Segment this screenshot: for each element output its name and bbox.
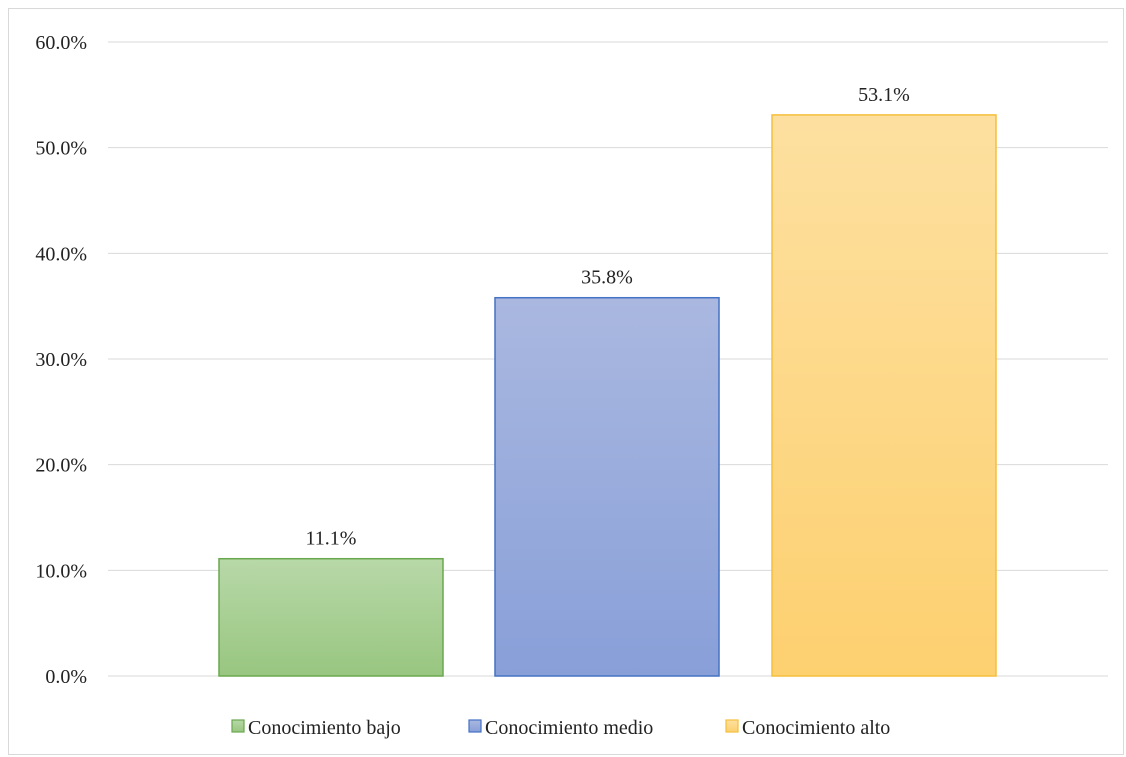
y-tick-label: 20.0%	[35, 455, 87, 477]
legend-label: Conocimiento medio	[485, 717, 653, 739]
legend-label: Conocimiento alto	[742, 717, 890, 739]
y-tick-label: 40.0%	[35, 243, 87, 265]
legend-label: Conocimiento bajo	[248, 717, 401, 739]
data-label: 11.1%	[306, 528, 357, 550]
y-tick-label: 10.0%	[35, 560, 87, 582]
y-tick-label: 30.0%	[35, 349, 87, 371]
legend-swatch	[468, 719, 482, 733]
legend-swatch	[231, 719, 245, 733]
legend-swatch	[725, 719, 739, 733]
data-labels: 11.1% 35.8% 53.1%	[306, 84, 910, 550]
y-tick-label: 60.0%	[35, 32, 87, 54]
legend: Conocimiento bajo Conocimiento medio Conoc…	[231, 717, 890, 739]
data-label: 35.8%	[581, 267, 633, 289]
bar-2	[494, 296, 720, 677]
bar-3	[771, 114, 997, 677]
bars	[218, 114, 997, 677]
y-tick-label: 50.0%	[35, 138, 87, 160]
data-label: 53.1%	[858, 84, 910, 106]
y-axis-ticks: 0.0% 10.0% 20.0% 30.0% 40.0% 50.0% 60.0%	[35, 32, 87, 688]
y-tick-label: 0.0%	[45, 666, 87, 688]
bar-1	[218, 557, 444, 677]
